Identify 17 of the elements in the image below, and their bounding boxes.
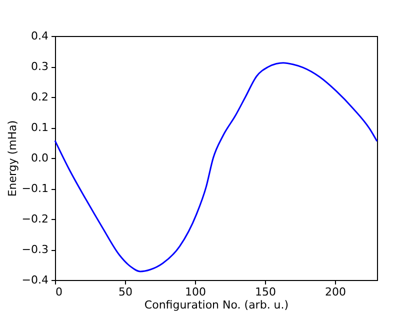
y-tick-label: 0.3 — [31, 60, 48, 73]
y-tick-label: 0.4 — [31, 30, 48, 42]
y-tick-label: −0.4 — [22, 274, 48, 286]
y-axis-title: Energy (mHa) — [6, 120, 19, 197]
y-tick-label: 0.1 — [31, 121, 48, 134]
y-tick-label: −0.1 — [22, 182, 48, 195]
x-tick-label: 50 — [118, 286, 132, 298]
y-tick-label: −0.2 — [22, 212, 48, 226]
y-tick-label: 0.2 — [31, 90, 48, 104]
x-tick-label: 150 — [255, 286, 276, 298]
x-axis-title: Configuration No. (arb. u.) — [144, 298, 289, 312]
y-tick-label: 0.0 — [31, 152, 48, 164]
y-tick-label: −0.3 — [22, 243, 48, 256]
line-series — [54, 62, 378, 272]
x-tick-label: 0 — [56, 286, 62, 298]
x-tick-label: 200 — [325, 286, 346, 298]
x-tick-label: 100 — [185, 286, 206, 298]
